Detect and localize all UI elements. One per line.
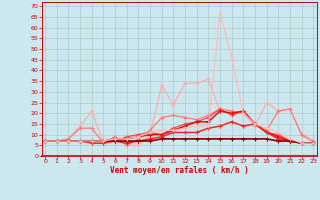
X-axis label: Vent moyen/en rafales ( km/h ): Vent moyen/en rafales ( km/h ) — [110, 166, 249, 175]
